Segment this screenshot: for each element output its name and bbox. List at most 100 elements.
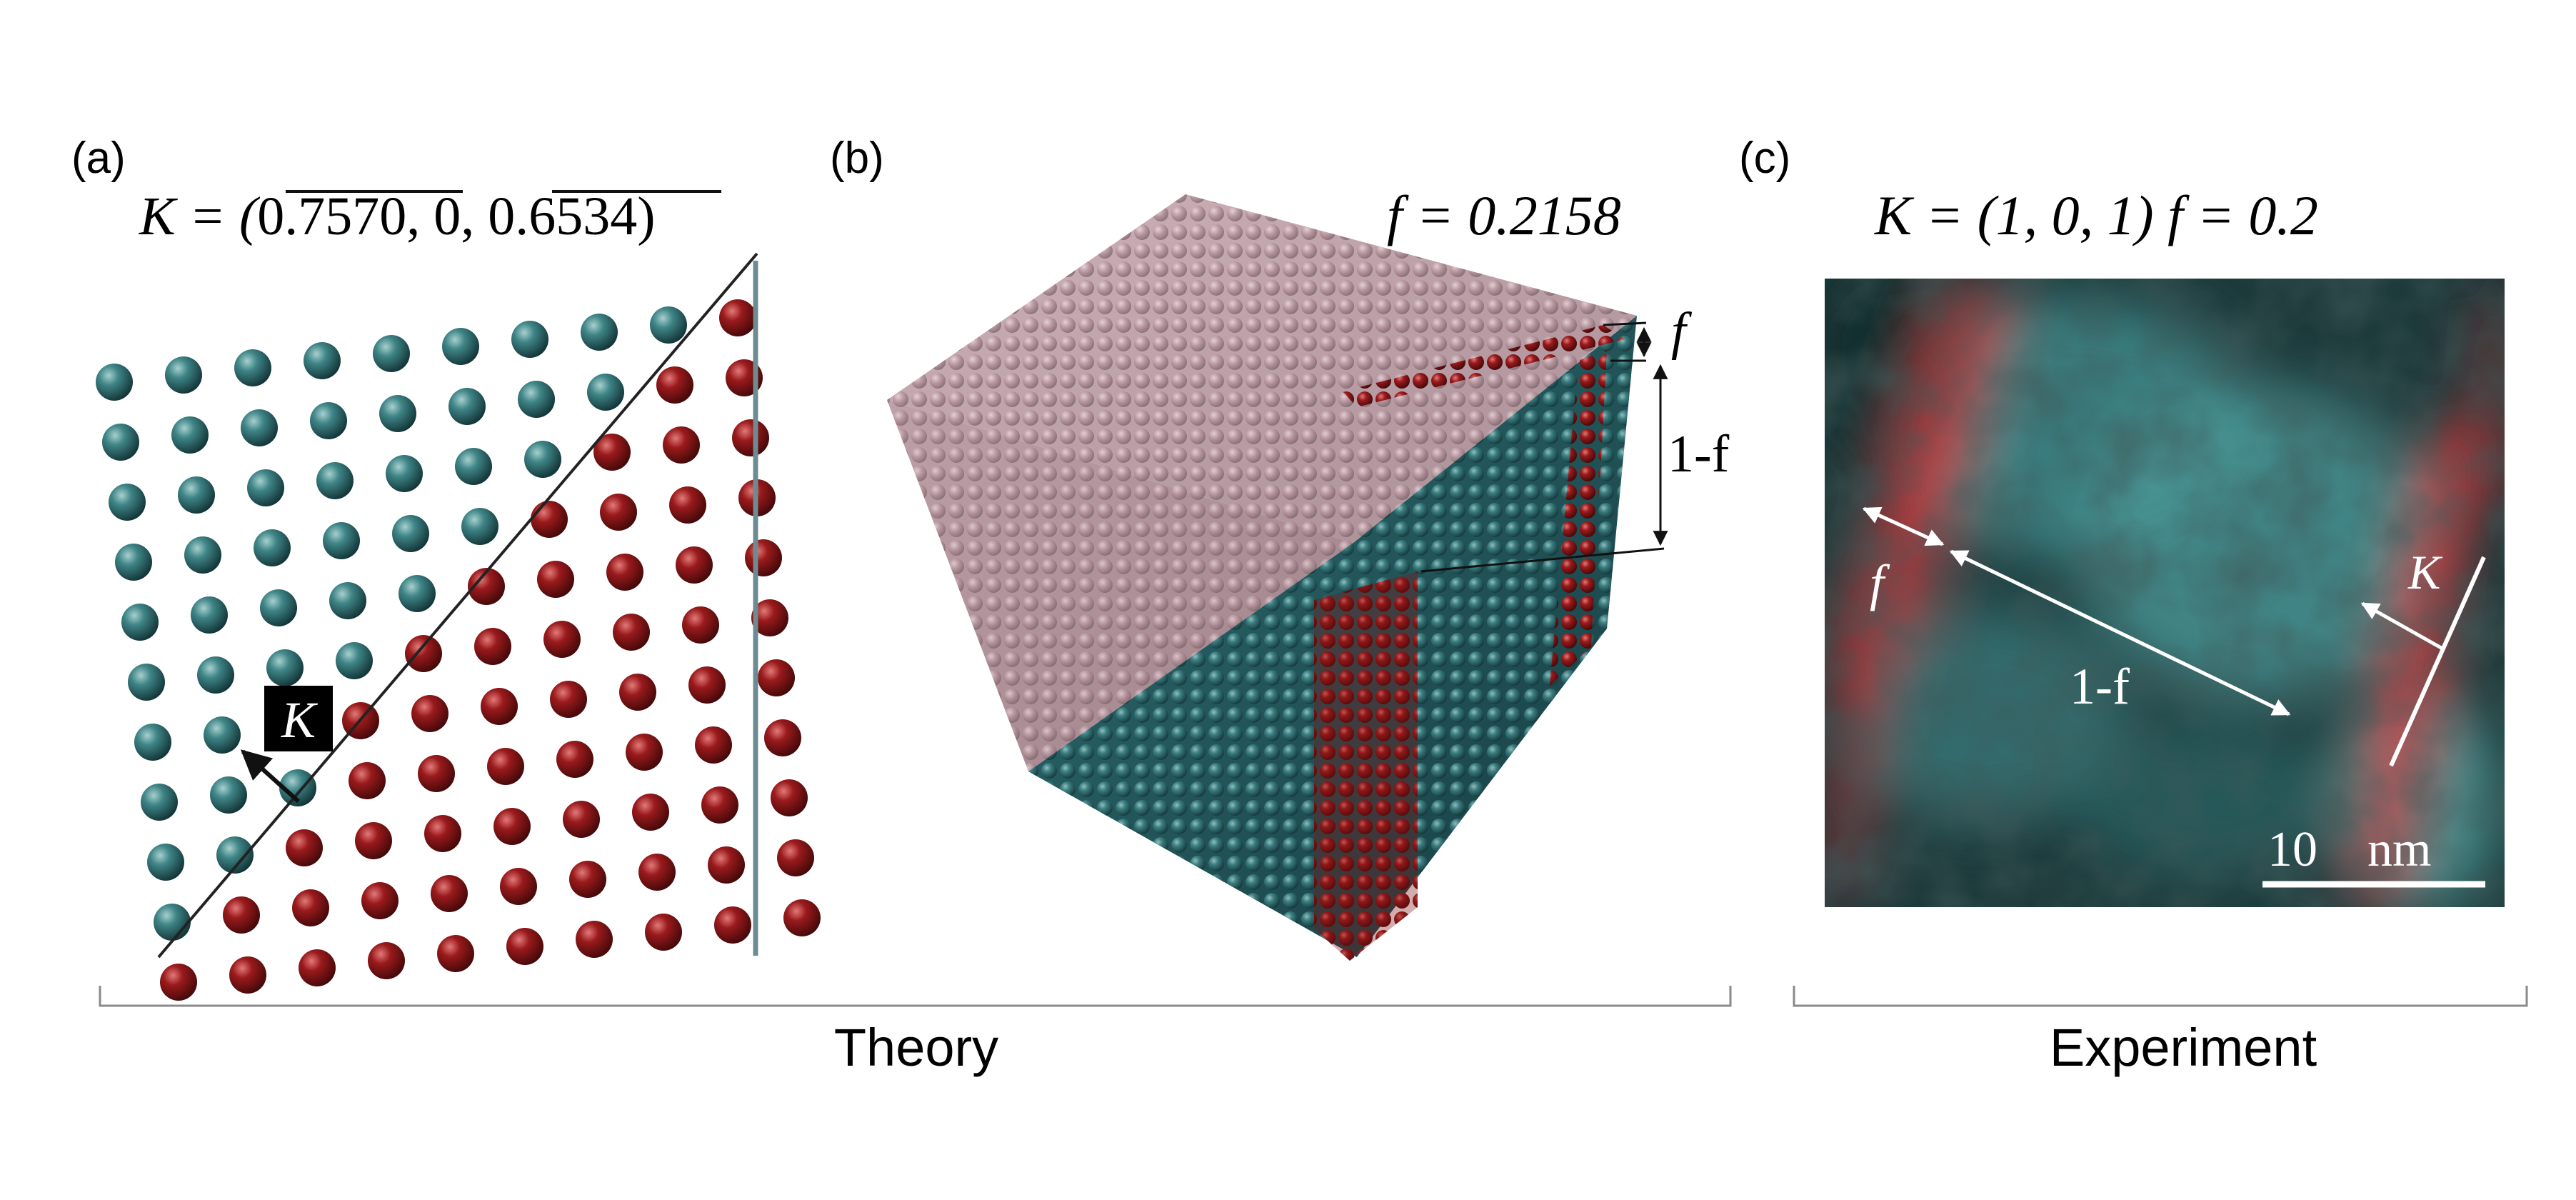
f-label-b: f xyxy=(1671,302,1693,361)
panel-a-eq-v1: 0.7570 xyxy=(257,186,406,246)
red-atom xyxy=(695,726,732,764)
one-minus-f-label-b: 1-f xyxy=(1668,425,1730,484)
micrograph xyxy=(1825,279,2505,907)
panel-a-label: (a) xyxy=(71,134,126,183)
teal-atom xyxy=(587,374,624,411)
annot-leader-1 xyxy=(1603,321,1647,326)
k-vector-arrow xyxy=(240,749,301,804)
atom-cube xyxy=(887,194,1637,961)
red-atom xyxy=(468,568,505,605)
teal-atom xyxy=(204,716,241,754)
experiment-bracket: Experiment xyxy=(1793,986,2528,1077)
red-atom xyxy=(299,949,336,986)
red-atom xyxy=(751,599,788,636)
panel-a-eq-mid: , 0, xyxy=(406,186,488,246)
teal-atom xyxy=(304,342,341,379)
teal-atom xyxy=(210,776,247,814)
red-atom xyxy=(732,419,769,456)
teal-atom xyxy=(178,476,215,514)
teal-atom xyxy=(184,536,221,574)
teal-atom xyxy=(524,441,561,478)
red-atom xyxy=(669,486,706,524)
teal-atom xyxy=(154,904,191,941)
teal-atom xyxy=(461,508,498,545)
red-atom xyxy=(506,928,543,965)
experiment-label: Experiment xyxy=(2050,1018,2317,1077)
teal-atom xyxy=(442,328,479,365)
scalebar-value: 10 xyxy=(2267,822,2317,877)
teal-atom xyxy=(518,381,555,418)
red-atom xyxy=(481,688,518,725)
red-atom xyxy=(487,748,524,785)
red-atom xyxy=(576,921,613,958)
teal-atom xyxy=(141,784,178,821)
red-atom xyxy=(292,889,329,926)
red-atom xyxy=(368,942,405,979)
scalebar-unit: nm xyxy=(2367,822,2431,877)
red-atom xyxy=(606,554,643,591)
red-atom xyxy=(708,846,745,884)
red-atom xyxy=(663,426,700,464)
red-atom xyxy=(550,681,587,718)
red-atom xyxy=(764,719,801,756)
teal-atom xyxy=(254,529,291,566)
red-atom xyxy=(656,366,693,404)
teal-atom xyxy=(336,642,373,679)
red-atom xyxy=(600,494,637,531)
red-atom xyxy=(613,614,650,651)
red-domain-slab xyxy=(1314,571,1418,961)
red-atom xyxy=(500,868,537,905)
teal-atom xyxy=(392,515,429,552)
teal-atom xyxy=(171,416,209,454)
red-atom xyxy=(474,628,511,665)
red-atom xyxy=(537,561,574,598)
teal-atom xyxy=(373,335,410,372)
red-domain-edge xyxy=(1550,350,1607,686)
red-atom xyxy=(632,794,669,831)
domain-boundary-line xyxy=(157,252,758,959)
panel-c-label: (c) xyxy=(1739,134,1790,183)
teal-atom xyxy=(448,388,486,425)
teal-atom xyxy=(102,424,139,461)
teal-atom xyxy=(247,469,284,506)
red-atom xyxy=(645,914,682,951)
red-atom xyxy=(619,674,656,711)
red-atom xyxy=(411,695,448,732)
red-atom xyxy=(405,635,442,672)
red-atom xyxy=(638,854,676,891)
red-atom xyxy=(682,606,719,644)
teal-atom xyxy=(379,395,416,432)
teal-atom xyxy=(109,484,146,521)
panel-a: (a) K = (0.7570, 0, 0.6534) K xyxy=(71,134,821,1001)
red-atom xyxy=(437,935,474,972)
red-atom xyxy=(431,875,468,912)
k-vector-arrow-c xyxy=(2360,601,2444,651)
red-atom xyxy=(418,755,455,792)
red-atom xyxy=(719,299,756,336)
panel-a-eq-lhs: K = ( xyxy=(139,186,261,246)
teal-atom xyxy=(121,604,159,641)
red-atom xyxy=(701,786,738,824)
teal-atom xyxy=(399,575,436,612)
red-atom xyxy=(676,546,713,584)
panel-a-eq-rhs: ) xyxy=(637,186,655,246)
teal-atom xyxy=(455,448,492,485)
teal-atom xyxy=(511,321,548,358)
red-domain-top xyxy=(1343,325,1625,407)
red-atom xyxy=(771,779,808,816)
teal-atom xyxy=(329,582,366,619)
red-atom xyxy=(223,896,260,934)
annot-leader-3 xyxy=(1420,547,1665,573)
teal-atom xyxy=(316,462,354,499)
teal-atom xyxy=(386,455,423,492)
red-atom xyxy=(569,861,606,898)
red-atom xyxy=(543,621,581,658)
boundary-line-c xyxy=(2389,556,2486,767)
teal-atom xyxy=(216,836,254,874)
teal-atom xyxy=(279,769,316,806)
teal-atom xyxy=(191,596,228,634)
theory-label: Theory xyxy=(834,1018,998,1077)
teal-atom xyxy=(323,522,360,559)
f-arrow-c xyxy=(1862,506,1945,546)
